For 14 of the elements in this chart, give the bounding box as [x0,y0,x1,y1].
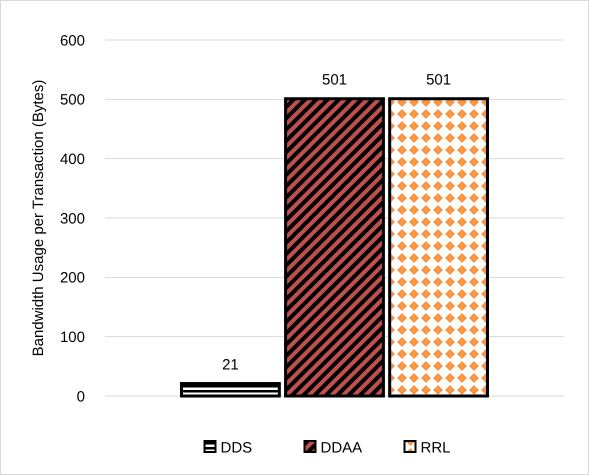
y-tick-label: 400 [60,150,85,168]
y-tick-label: 300 [60,210,85,228]
y-axis-title: Bandwidth Usage per Transaction (Bytes) [30,80,47,356]
legend-label: DDS [220,439,252,456]
y-tick-label: 200 [60,270,85,287]
legend-label: DDAA [320,439,362,456]
y-tick-label: 100 [60,328,85,346]
legend-label: RRL [420,439,451,456]
data-label: 21 [222,356,239,374]
data-label: 501 [322,72,348,89]
y-tick-label: 0 [76,388,85,406]
y-tick-label: 500 [60,92,85,109]
data-label: 501 [426,72,452,89]
y-tick-label: 600 [60,32,85,50]
